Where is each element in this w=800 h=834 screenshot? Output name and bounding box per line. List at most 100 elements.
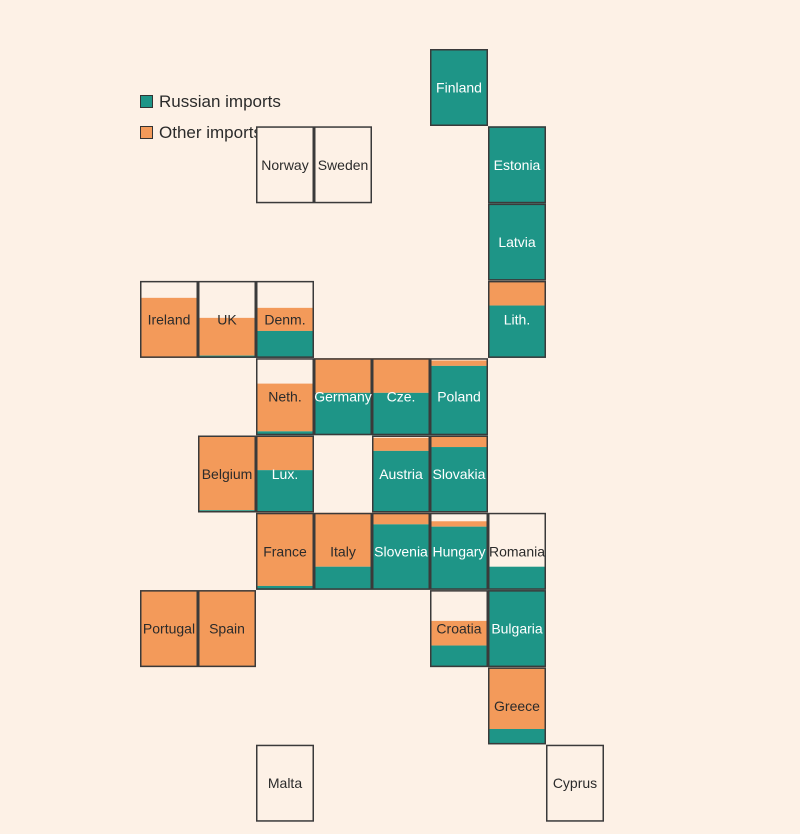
tile-label-germany: Germany [314,389,372,405]
tile-poland: Poland [430,358,488,436]
tile-slovakia: Slovakia [430,435,488,513]
tile-background [546,744,604,822]
bar-other-lith [488,280,546,306]
bar-russian-france [256,585,314,590]
tile-border [256,358,314,436]
bar-russian-romania [488,566,546,590]
tile-border [314,358,372,436]
tile-border [198,435,256,513]
bar-other-greece [488,667,546,729]
bar-russian-cze [372,392,430,436]
bar-russian-denm [256,330,314,358]
tile-label-belgium: Belgium [202,466,253,482]
tile-border [546,744,604,822]
tile-label-finland: Finland [436,80,482,96]
tile-background [314,126,372,204]
bar-other-hungary [430,521,488,527]
bar-other-ireland [140,297,198,358]
tile-lith: Lith. [488,280,546,358]
tile-border [198,590,256,668]
tile-label-slovakia: Slovakia [433,466,486,482]
bar-other-slovenia [372,512,430,525]
bar-russian-lith [488,305,546,358]
bar-other-neth [256,383,314,432]
bar-russian-germany [314,392,372,436]
tile-label-norway: Norway [261,157,308,173]
tile-sweden: Sweden [314,126,372,204]
bar-russian-italy [314,566,372,590]
tile-border [488,512,546,590]
tile-label-bulgaria: Bulgaria [491,621,543,637]
bar-russian-neth [256,431,314,436]
legend-label-other: Other imports [159,122,262,142]
tile-border [430,512,488,590]
tile-norway: Norway [256,126,314,204]
tile-border [314,126,372,204]
tile-lux: Lux. [256,435,314,513]
bar-other-france [256,512,314,586]
tile-border [372,435,430,513]
tile-background [256,126,314,204]
tile-label-cze: Cze. [387,389,416,405]
bar-other-poland [430,360,488,366]
tile-border [140,280,198,358]
tile-denm: Denm. [256,280,314,358]
tile-border [372,358,430,436]
tile-border [430,435,488,513]
tile-france: France [256,512,314,590]
legend-swatch-other [140,126,153,139]
tile-label-cyprus: Cyprus [553,775,597,791]
tile-austria: Austria [372,435,430,513]
bar-russian-hungary [430,526,488,590]
bar-other-austria [372,437,430,451]
tile-border [488,590,546,668]
tile-label-slovenia: Slovenia [374,543,428,559]
tile-label-malta: Malta [268,775,302,791]
tile-label-austria: Austria [379,466,423,482]
tile-label-denm: Denm. [264,311,305,327]
tile-label-portugal: Portugal [143,621,195,637]
tile-label-latvia: Latvia [498,234,536,250]
bar-other-slovakia [430,435,488,448]
bar-other-uk [198,317,256,356]
tile-portugal: Portugal [140,590,198,668]
tile-border [488,667,546,745]
tile-background [256,744,314,822]
tile-greece: Greece [488,667,546,745]
bar-russian-greece [488,729,546,745]
tile-border [256,280,314,358]
bar-other-belgium [198,435,256,511]
tile-label-italy: Italy [330,543,356,559]
tile-spain: Spain [198,590,256,668]
tile-border [488,126,546,204]
tile-border [430,590,488,668]
legend: Russian imports Other imports [140,86,281,148]
bar-other-italy [314,512,372,567]
tile-italy: Italy [314,512,372,590]
tile-label-greece: Greece [494,698,540,714]
tile-neth: Neth. [256,358,314,436]
legend-item-other: Other imports [140,117,281,148]
tile-malta: Malta [256,744,314,822]
tile-label-neth: Neth. [268,389,301,405]
tile-label-spain: Spain [209,621,245,637]
bar-other-cze [372,358,430,393]
legend-item-russian: Russian imports [140,86,281,117]
tile-border [256,744,314,822]
bar-russian-austria [372,450,430,513]
bar-other-germany [314,358,372,393]
bar-other-lux [256,435,314,471]
tile-cyprus: Cyprus [546,744,604,822]
tile-label-ireland: Ireland [148,311,191,327]
bar-russian-bulgaria [488,590,546,668]
bar-russian-estonia [488,126,546,204]
tile-label-lux: Lux. [272,466,298,482]
tile-estonia: Estonia [488,126,546,204]
tile-label-croatia: Croatia [436,621,481,637]
tile-border [256,512,314,590]
tile-border [314,512,372,590]
legend-swatch-russian [140,95,153,108]
legend-label-russian: Russian imports [159,91,281,111]
bar-russian-lux [256,470,314,513]
